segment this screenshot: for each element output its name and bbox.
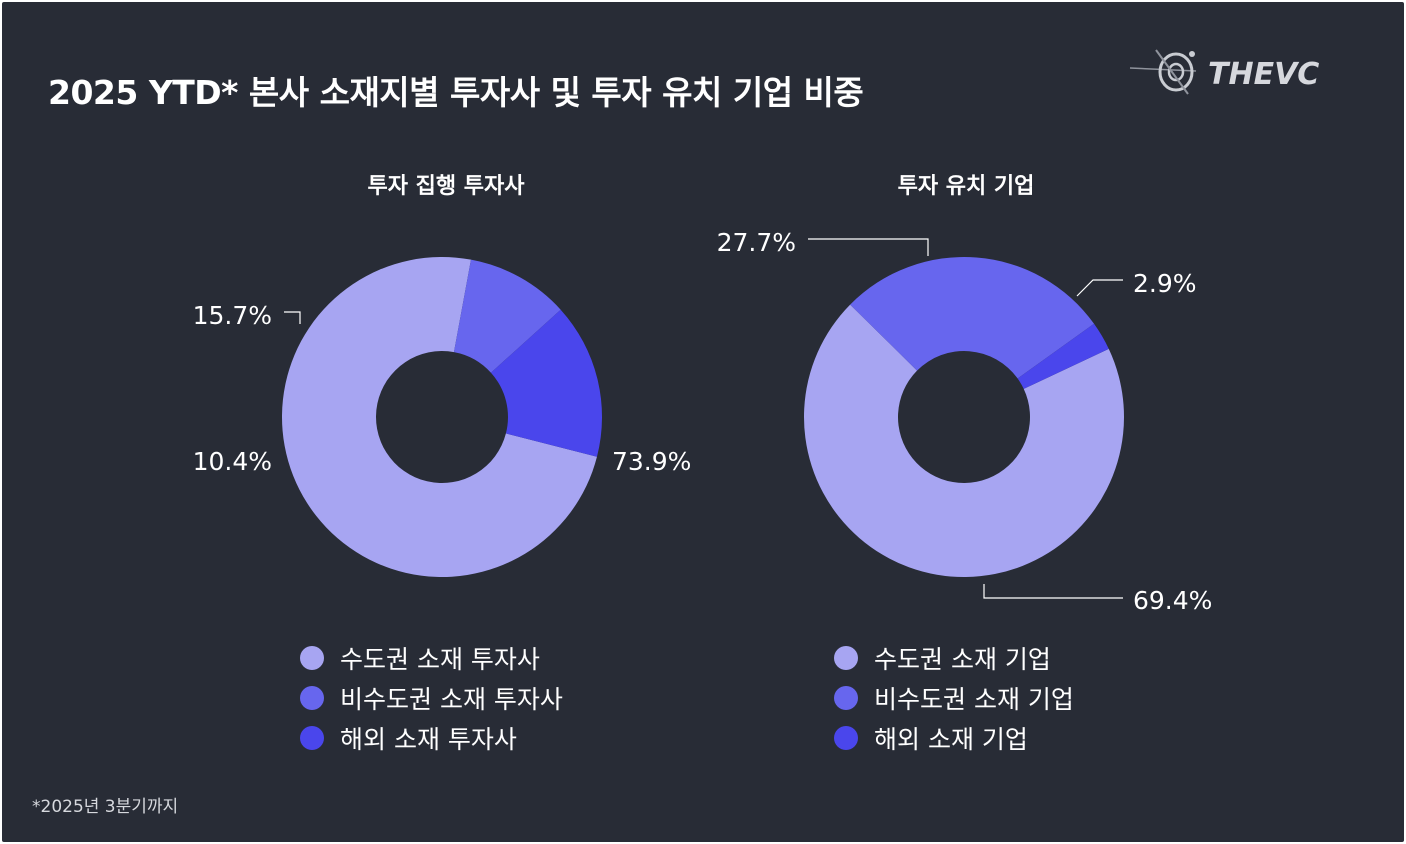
orbit-icon <box>1129 49 1197 95</box>
thevc-logo: THEVC <box>1129 49 1319 95</box>
donut-slice <box>490 309 602 457</box>
legend-item: 해외 소재 기업 <box>834 718 1074 758</box>
legend-swatch-overseas <box>300 726 324 750</box>
leader-line <box>284 311 301 324</box>
legend-label: 수도권 소재 투자사 <box>340 645 540 674</box>
leader-line <box>983 584 1123 599</box>
legend-item: 비수도권 소재 기업 <box>834 678 1074 718</box>
legend-item: 수도권 소재 기업 <box>834 638 1074 678</box>
legend-swatch-non-metro <box>834 686 858 710</box>
donut-slice <box>453 259 561 373</box>
legend-label: 비수도권 소재 기업 <box>874 685 1074 714</box>
donut-slice <box>282 257 597 577</box>
chart-title-investors: 투자 집행 투자사 <box>367 174 525 199</box>
page-title: 2025 YTD* 본사 소재지별 투자사 및 투자 유치 기업 비중 <box>48 73 864 112</box>
legend-swatch-overseas <box>834 726 858 750</box>
donut-slice <box>1017 323 1109 389</box>
legend-label: 수도권 소재 기업 <box>874 645 1051 674</box>
leader-line <box>1076 279 1123 297</box>
leader-line <box>808 238 929 256</box>
footnote: *2025년 3분기까지 <box>32 797 179 817</box>
donut-slice <box>804 304 1125 577</box>
legend-label: 비수도권 소재 투자사 <box>340 685 563 714</box>
data-label: 27.7% <box>717 228 796 257</box>
data-label: 73.9% <box>612 447 691 476</box>
legend-label: 해외 소재 투자사 <box>340 725 517 754</box>
legend-swatch-metro <box>300 646 324 670</box>
legend-item: 수도권 소재 투자사 <box>300 638 563 678</box>
chart-title-startups: 투자 유치 기업 <box>897 174 1035 199</box>
legend-swatch-non-metro <box>300 686 324 710</box>
legend-item: 해외 소재 투자사 <box>300 718 563 758</box>
legend-startups: 수도권 소재 기업 비수도권 소재 기업 해외 소재 기업 <box>834 638 1074 758</box>
data-label: 69.4% <box>1133 586 1212 615</box>
data-label: 2.9% <box>1133 269 1197 298</box>
data-label: 10.4% <box>193 447 272 476</box>
legend-item: 비수도권 소재 투자사 <box>300 678 563 718</box>
donut-slice <box>850 257 1095 379</box>
logo-wordmark: THEVC <box>1208 57 1319 92</box>
data-label: 15.7% <box>193 301 272 330</box>
legend-investors: 수도권 소재 투자사 비수도권 소재 투자사 해외 소재 투자사 <box>300 638 563 758</box>
legend-label: 해외 소재 기업 <box>874 725 1028 754</box>
legend-swatch-metro <box>834 646 858 670</box>
